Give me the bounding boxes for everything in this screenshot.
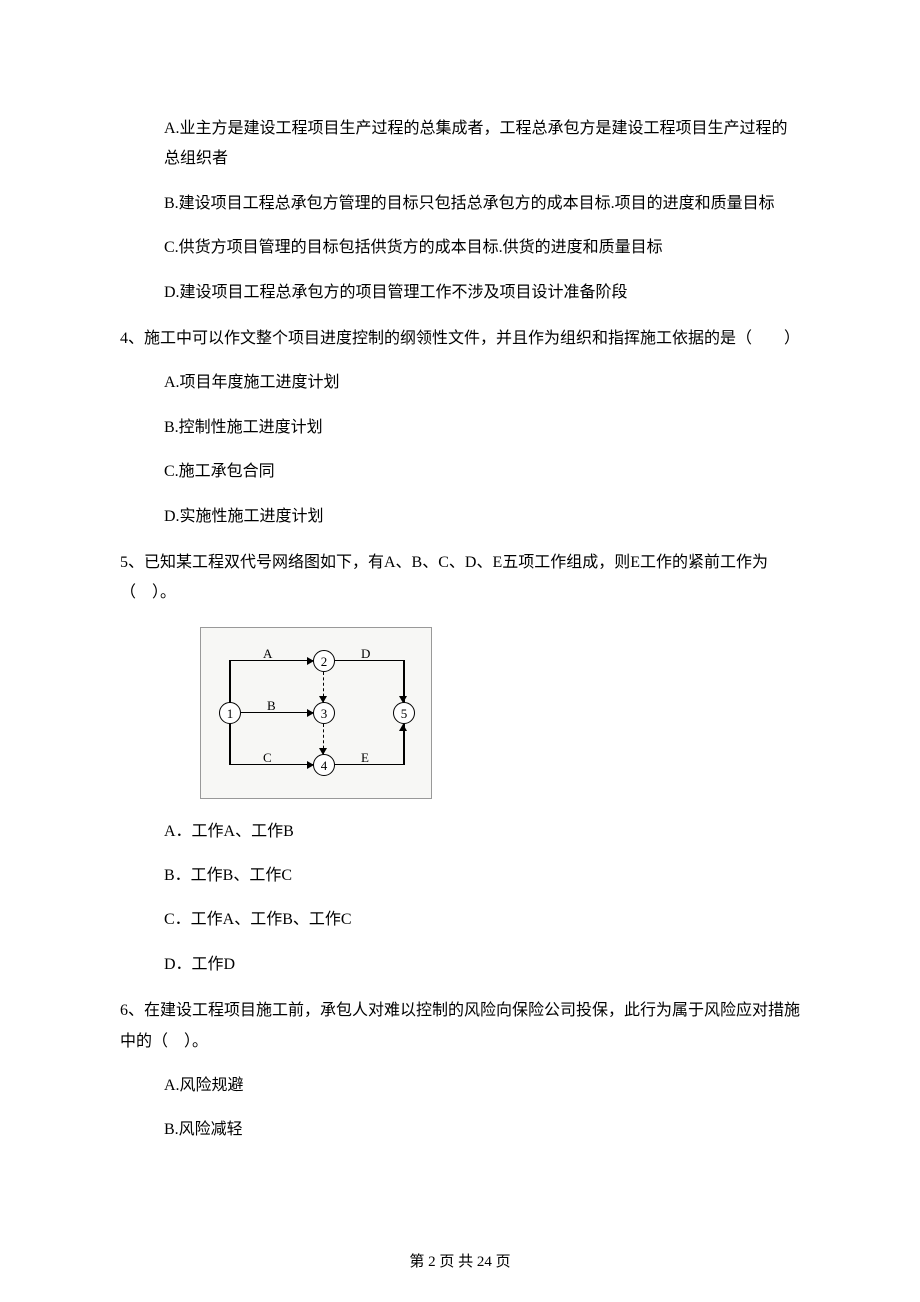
q3-option-b: B.建设项目工程总承包方管理的目标只包括总承包方的成本目标.项目的进度和质量目标 (164, 189, 800, 219)
q3-option-a: A.业主方是建设工程项目生产过程的总集成者，工程总承包方是建设工程项目生产过程的… (164, 114, 800, 175)
arrow-2-3 (319, 696, 327, 703)
label-b: B (267, 694, 276, 719)
q3-option-d: D.建设项目工程总承包方的项目管理工作不涉及项目设计准备阶段 (164, 278, 800, 308)
q5-option-c: C．工作A、工作B、工作C (164, 905, 800, 935)
page: A.业主方是建设工程项目生产过程的总集成者，工程总承包方是建设工程项目生产过程的… (0, 0, 920, 1302)
network-diagram: 1 2 3 4 5 A B C D (200, 627, 432, 799)
q5-option-a: A．工作A、工作B (164, 817, 800, 847)
q3-option-c: C.供货方项目管理的目标包括供货方的成本目标.供货的进度和质量目标 (164, 233, 800, 263)
q4-option-a: A.项目年度施工进度计划 (164, 368, 800, 398)
label-e: E (361, 746, 369, 771)
node-5: 5 (393, 702, 415, 724)
edge-e (335, 764, 403, 766)
q4-text: 4、施工中可以作文整个项目进度控制的纲领性文件，并且作为组织和指挥施工依据的是（… (120, 324, 800, 354)
node-4: 4 (313, 754, 335, 776)
arrow-a (307, 657, 314, 665)
label-c: C (263, 746, 272, 771)
label-a: A (263, 642, 272, 667)
node-1: 1 (219, 702, 241, 724)
arrow-3-4 (319, 748, 327, 755)
q4-option-c: C.施工承包合同 (164, 457, 800, 487)
arrow-e-up (399, 724, 407, 731)
edge-1-down (229, 724, 231, 765)
arrow-c (307, 761, 314, 769)
network-diagram-container: 1 2 3 4 5 A B C D (200, 627, 800, 799)
arrow-b (307, 709, 314, 717)
node-3: 3 (313, 702, 335, 724)
page-number: 第 2 页 共 24 页 (0, 1248, 920, 1277)
arrow-d-down (399, 696, 407, 703)
q6-option-b: B.风险减轻 (164, 1115, 800, 1145)
q4-option-d: D.实施性施工进度计划 (164, 502, 800, 532)
node-2: 2 (313, 650, 335, 672)
q6-option-a: A.风险规避 (164, 1071, 800, 1101)
q5-text: 5、已知某工程双代号网络图如下，有A、B、C、D、E五项工作组成，则E工作的紧前… (120, 548, 800, 609)
q5-option-d: D．工作D (164, 950, 800, 980)
edge-1-up (229, 661, 231, 703)
q5-option-b: B．工作B、工作C (164, 861, 800, 891)
q6-text: 6、在建设工程项目施工前，承包人对难以控制的风险向保险公司投保，此行为属于风险应… (120, 996, 800, 1057)
label-d: D (361, 642, 370, 667)
edge-b (241, 712, 313, 714)
q4-option-b: B.控制性施工进度计划 (164, 413, 800, 443)
